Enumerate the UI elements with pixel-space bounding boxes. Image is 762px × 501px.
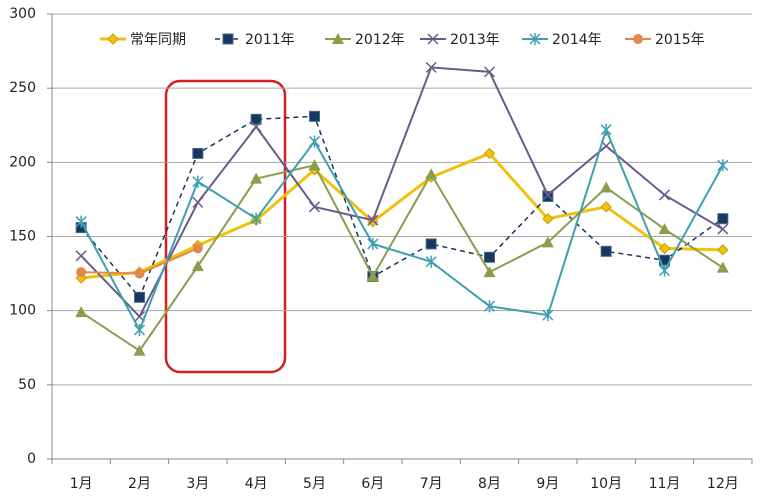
legend-marker (633, 34, 643, 44)
point (250, 121, 262, 133)
point (134, 268, 145, 279)
point (658, 223, 671, 235)
point (308, 159, 321, 171)
point (425, 238, 437, 250)
x-tick-label: 8月 (478, 476, 501, 492)
point (658, 242, 671, 255)
point (191, 260, 204, 272)
point (542, 190, 554, 202)
point (134, 291, 145, 303)
point (250, 212, 262, 225)
point (716, 261, 729, 273)
point (75, 215, 87, 228)
point (133, 344, 146, 356)
point (542, 309, 554, 322)
y-tick-label: 50 (18, 377, 36, 393)
point (309, 110, 320, 122)
y-tick-label: 200 (9, 154, 36, 170)
point (542, 189, 554, 201)
point (308, 135, 321, 148)
legend-label: 2013年 (450, 32, 500, 48)
point (717, 223, 729, 235)
point (192, 196, 204, 208)
x-tick-label: 1月 (70, 476, 93, 492)
x-tick-label: 10月 (590, 476, 622, 492)
x-tick-label: 12月 (707, 476, 739, 492)
series-line (80, 164, 724, 353)
legend-bg (211, 28, 307, 50)
point (483, 266, 496, 278)
y-tick-label: 0 (27, 451, 36, 467)
point (75, 272, 87, 284)
point (425, 168, 438, 180)
x-tick-label: 2月 (128, 476, 151, 492)
y-tick-label: 100 (9, 303, 36, 319)
x-tick-label: 3月 (186, 476, 209, 492)
series-line (80, 126, 724, 333)
series-line (81, 151, 723, 280)
legend-marker (222, 33, 234, 45)
point (483, 300, 496, 313)
point (542, 212, 554, 225)
point (425, 61, 437, 73)
legend-marker (107, 33, 119, 45)
point (717, 159, 729, 172)
legend-label: 2011年 (245, 32, 295, 48)
point (717, 244, 729, 256)
x-tick-label: 11月 (649, 476, 681, 492)
point (250, 172, 263, 184)
legend-marker (529, 33, 541, 45)
point (600, 245, 612, 257)
point (367, 214, 379, 226)
x-tick-label: 7月 (420, 476, 443, 492)
point (192, 243, 203, 254)
legend-marker (427, 33, 439, 45)
point (366, 270, 379, 282)
point (75, 306, 88, 318)
legend-bg (621, 28, 717, 50)
legend-bg (416, 28, 512, 50)
plot: 0 50 100 150 200 250 300 1月 2月 3月 4月 5月 6月 7月 8月 9月 10月 1… (9, 6, 753, 492)
point (541, 236, 554, 248)
x-tick-label: 4月 (245, 476, 268, 492)
y-tick-label: 250 (9, 80, 36, 96)
x-tick-label: 6月 (361, 476, 384, 492)
point (600, 201, 612, 213)
point (250, 113, 262, 125)
point (192, 175, 204, 188)
series-line (80, 115, 724, 299)
y-tick-label: 300 (9, 6, 36, 22)
series-line (80, 66, 724, 319)
legend-label: 2015年 (655, 32, 705, 48)
point (425, 255, 437, 268)
point (600, 181, 613, 193)
point (600, 123, 612, 136)
point (658, 264, 671, 277)
legend-bg (518, 28, 614, 50)
legend-label: 常年同期 (130, 32, 186, 48)
highlight-box (164, 79, 287, 374)
legend-bg (96, 28, 192, 50)
point (75, 250, 87, 262)
legend-marker (332, 33, 344, 44)
x-tick-label: 5月 (303, 476, 326, 492)
point (483, 66, 496, 78)
legend-label: 2014年 (552, 32, 602, 48)
point (658, 189, 671, 201)
point (133, 323, 146, 336)
point (483, 147, 496, 160)
point (717, 213, 729, 225)
x-tick-label: 9月 (536, 476, 559, 492)
point (484, 251, 495, 263)
point (308, 201, 321, 213)
legend-label: 2012年 (355, 32, 405, 48)
point (367, 237, 379, 250)
point (76, 267, 87, 278)
legend-bg (321, 28, 417, 50)
y-tick-label: 150 (9, 229, 36, 245)
point (192, 147, 204, 159)
